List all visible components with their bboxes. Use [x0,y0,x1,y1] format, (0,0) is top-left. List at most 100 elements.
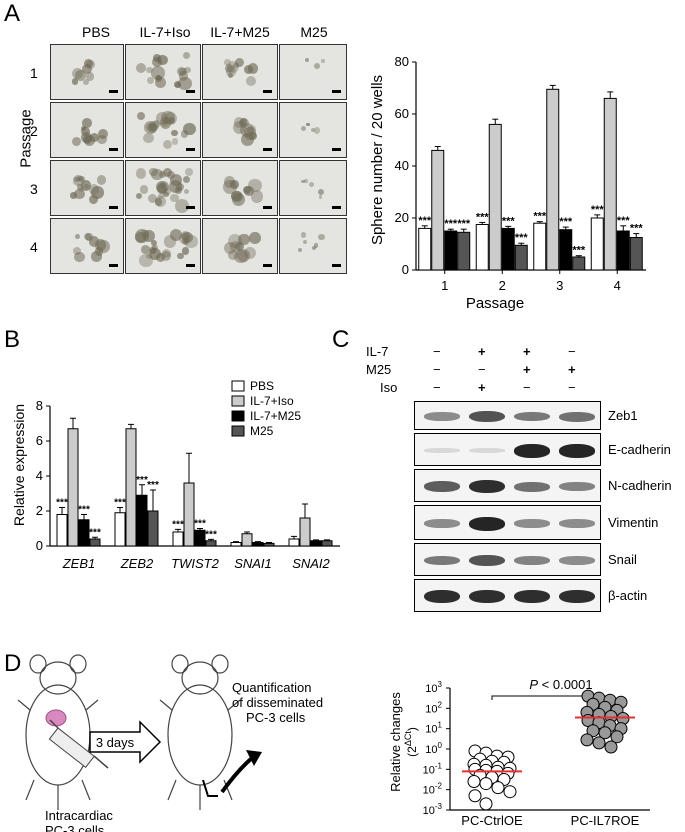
sphere-blob [84,233,93,242]
data-point [604,740,618,754]
sphere-blob [73,246,82,255]
sphere-blob [321,59,325,63]
blot-band [514,556,550,565]
sphere-blob [300,232,307,238]
blot-strip [414,469,601,502]
y-tick-label: 103 [425,680,442,695]
sphere-well-image [279,218,347,274]
sphere-blob [96,175,107,186]
bar [310,540,322,547]
sphere-blob [234,241,245,252]
significance-label: *** [114,498,126,509]
treatment-label: M25 [366,362,392,377]
sphere-blob [163,235,177,249]
bar [533,222,547,271]
sphere-blob [146,66,153,74]
x-tick-label: 4 [614,278,621,293]
sphere-well-image [202,160,278,216]
data-point [580,733,594,747]
bar [475,224,489,271]
bar [629,237,643,271]
sphere-blob [224,59,231,66]
significance-label: *** [591,204,605,216]
treatment-mark: − [433,362,441,377]
sphere-well-image [202,44,278,100]
sphere-blob [74,251,86,263]
sphere-blob [94,239,107,251]
y-tick-label: 2 [36,503,43,518]
blot-band [559,443,595,458]
significance-label: *** [147,480,159,491]
treatment-mark: + [523,362,531,377]
sphere-well-image [125,44,201,100]
y-tick-label: 60 [395,106,409,121]
sphere-blob [301,179,305,184]
sphere-blob [177,66,187,76]
sphere-blob [77,184,83,190]
blot-band [424,589,460,604]
sphere-blob [88,235,100,247]
y-tick-label: 100 [425,741,442,756]
significance-label: *** [89,527,101,538]
sphere-blob [177,253,184,260]
legend-swatch [231,380,245,392]
sphere-blob [313,127,321,134]
bar [457,231,471,271]
sphere-blob [174,81,181,89]
sphere-blob [155,77,166,88]
blot-band [514,411,550,422]
legend-swatch [231,425,245,437]
chart-b-ylabel: Relative expression [11,404,27,526]
sphere-blob [224,63,235,74]
significance-label: *** [572,245,586,257]
sphere-blob [173,80,181,89]
sphere-blob [89,194,98,204]
sphere-well-image [125,160,201,216]
heart-icon [45,709,67,727]
bar [194,529,206,547]
treatment-mark: − [568,344,576,359]
sphere-blob [232,120,246,134]
sphere-blob [234,249,248,263]
significance-label: *** [515,232,529,244]
chart-a-ylabel: Sphere number / 20 wells [369,75,386,245]
sphere-blob [311,128,316,132]
sphere-blob [143,230,155,242]
bar [288,538,300,547]
sphere-blob [158,170,167,178]
three-days-arrow-icon [89,720,162,764]
col-header-m25: M25 [300,24,328,40]
scale-bar [263,90,272,93]
legend-label: M25 [250,424,274,438]
treatment-mark: + [568,362,576,377]
bar [252,542,264,547]
blot-strip [414,579,601,612]
mouse-schematic: 3 days Intracardiac PC-3 cells Quantific… [17,654,323,832]
treatment-mark: + [523,344,531,359]
significance-label: *** [444,218,458,230]
sphere-blob [147,194,157,204]
scale-bar [109,148,118,151]
blot-band [514,443,550,458]
chart-d-ylabel: Relative changes [388,692,403,792]
sphere-well-image [202,102,278,158]
sphere-blob [79,175,86,182]
blot-band [424,481,460,492]
significance-label: *** [205,529,217,540]
sphere-blob [150,247,157,254]
significance-label: *** [617,215,631,227]
sphere-well-image [125,102,201,158]
x-tick-label: ZEB2 [120,556,154,571]
sphere-blob [163,191,169,197]
sphere-blob [139,185,149,194]
sphere-blob [98,129,108,140]
sphere-blob [91,251,102,262]
sphere-blob [178,71,188,81]
bar [603,97,617,271]
bar [418,227,432,271]
scale-bar [109,264,118,267]
sphere-blob [82,118,92,128]
sphere-blob [228,234,242,249]
bar [183,482,195,547]
